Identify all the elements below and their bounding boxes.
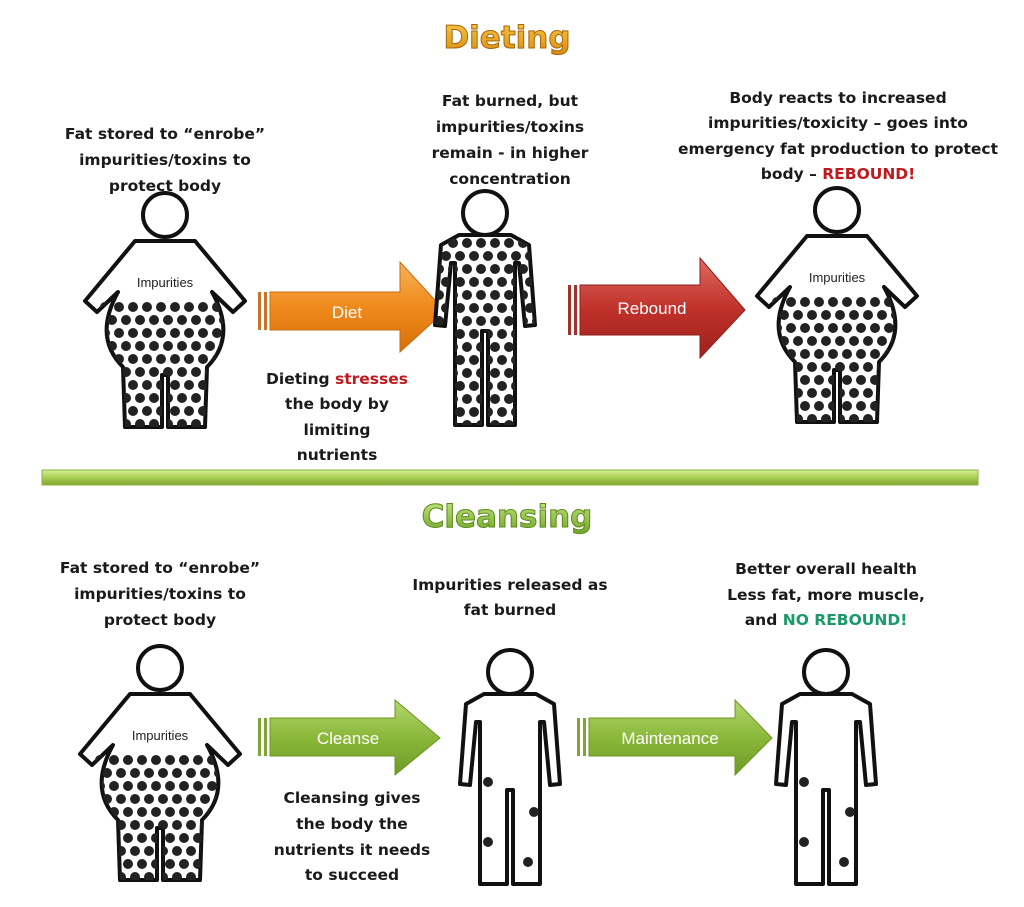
cleansing-stage2-caption: Impurities released as fat burned <box>412 576 607 619</box>
impurity-dots <box>483 777 539 867</box>
svg-text:concentration: concentration <box>449 170 571 188</box>
svg-text:impurities/toxicity – goes int: impurities/toxicity – goes into <box>708 114 968 132</box>
head-icon <box>141 191 189 239</box>
dieting-figure-thin-toxic <box>433 189 537 427</box>
cleanse-arrow-label: Cleanse <box>317 729 379 748</box>
svg-text:Better overall health: Better overall health <box>735 560 917 578</box>
diet-arrow-label: Diet <box>332 303 363 322</box>
svg-text:Cleansing gives: Cleansing gives <box>283 789 420 807</box>
cleansing-stage3-caption: Better overall health Less fat, more mus… <box>727 560 925 629</box>
svg-text:Fat stored to “enrobe”: Fat stored to “enrobe” <box>65 125 265 143</box>
cleansing-title: Cleansing <box>422 499 593 535</box>
rebound-emphasis: REBOUND! <box>822 165 915 183</box>
cleansing-stage1-caption: Fat stored to “enrobe” impurities/toxins… <box>60 559 260 629</box>
svg-text:fat burned: fat burned <box>464 601 556 619</box>
svg-text:Fat stored to “enrobe”: Fat stored to “enrobe” <box>60 559 260 577</box>
svg-text:and NO REBOUND!: and NO REBOUND! <box>745 611 908 629</box>
svg-text:protect body: protect body <box>104 611 216 629</box>
body-icon <box>774 692 878 886</box>
dieting-stage1-caption: Fat stored to “enrobe” impurities/toxins… <box>65 125 265 195</box>
svg-text:Impurities released as: Impurities released as <box>412 576 607 594</box>
head-icon <box>813 186 861 234</box>
impurities-label: Impurities <box>137 275 194 290</box>
stresses-emphasis: stresses <box>335 370 408 388</box>
svg-text:Less fat, more muscle,: Less fat, more muscle, <box>727 586 925 604</box>
svg-text:impurities/toxins: impurities/toxins <box>436 118 584 136</box>
section-divider <box>41 469 979 486</box>
rebound-arrow-label: Rebound <box>617 299 686 318</box>
diet-arrow-note: Dieting stresses the body by limiting nu… <box>266 370 408 464</box>
diet-arrow: Diet <box>258 260 446 354</box>
maintenance-arrow-label: Maintenance <box>621 729 718 748</box>
cleanse-arrow: Cleanse <box>258 698 441 777</box>
svg-text:Body reacts to increased: Body reacts to increased <box>729 89 946 107</box>
cleanse-arrow-note: Cleansing gives the body the nutrients i… <box>274 789 431 884</box>
svg-text:the body by: the body by <box>285 395 389 413</box>
impurity-dots <box>95 755 224 880</box>
impurities-label: Impurities <box>809 270 866 285</box>
dieting-figure-fat: Impurities <box>83 191 247 429</box>
svg-text:Fat burned, but: Fat burned, but <box>442 92 579 110</box>
no-rebound-emphasis: NO REBOUND! <box>783 611 908 629</box>
head-icon <box>136 644 184 692</box>
svg-text:the body the: the body the <box>296 815 408 833</box>
svg-text:to succeed: to succeed <box>305 866 399 884</box>
body-icon <box>458 692 562 886</box>
impurities-label: Impurities <box>132 728 189 743</box>
svg-text:limiting: limiting <box>304 421 371 439</box>
dieting-stage2-caption: Fat burned, but impurities/toxins remain… <box>432 92 589 188</box>
cleansing-figure-fat: Impurities <box>78 644 242 882</box>
svg-text:emergency fat production to pr: emergency fat production to protect <box>678 140 999 158</box>
svg-text:nutrients: nutrients <box>297 446 378 464</box>
dieting-stage3-caption: Body reacts to increased impurities/toxi… <box>678 89 999 183</box>
head-icon <box>461 189 509 237</box>
dieting-title: Dieting <box>443 20 570 56</box>
svg-text:nutrients it needs: nutrients it needs <box>274 841 431 859</box>
svg-text:remain - in higher: remain - in higher <box>432 144 589 162</box>
rebound-arrow: Rebound <box>568 256 746 360</box>
maintenance-arrow: Maintenance <box>577 698 773 777</box>
svg-text:impurities/toxins to: impurities/toxins to <box>74 585 246 603</box>
svg-text:impurities/toxins to: impurities/toxins to <box>79 151 251 169</box>
svg-text:body – REBOUND!: body – REBOUND! <box>761 165 916 183</box>
svg-text:Dieting stresses: Dieting stresses <box>266 370 408 388</box>
svg-text:protect body: protect body <box>109 177 221 195</box>
head-icon <box>802 648 850 696</box>
head-icon <box>486 648 534 696</box>
cleansing-figure-healthy <box>774 648 878 886</box>
cleansing-figure-thin <box>458 648 562 886</box>
impurity-dots <box>799 777 855 867</box>
dieting-figure-rebound: Impurities <box>755 186 919 424</box>
